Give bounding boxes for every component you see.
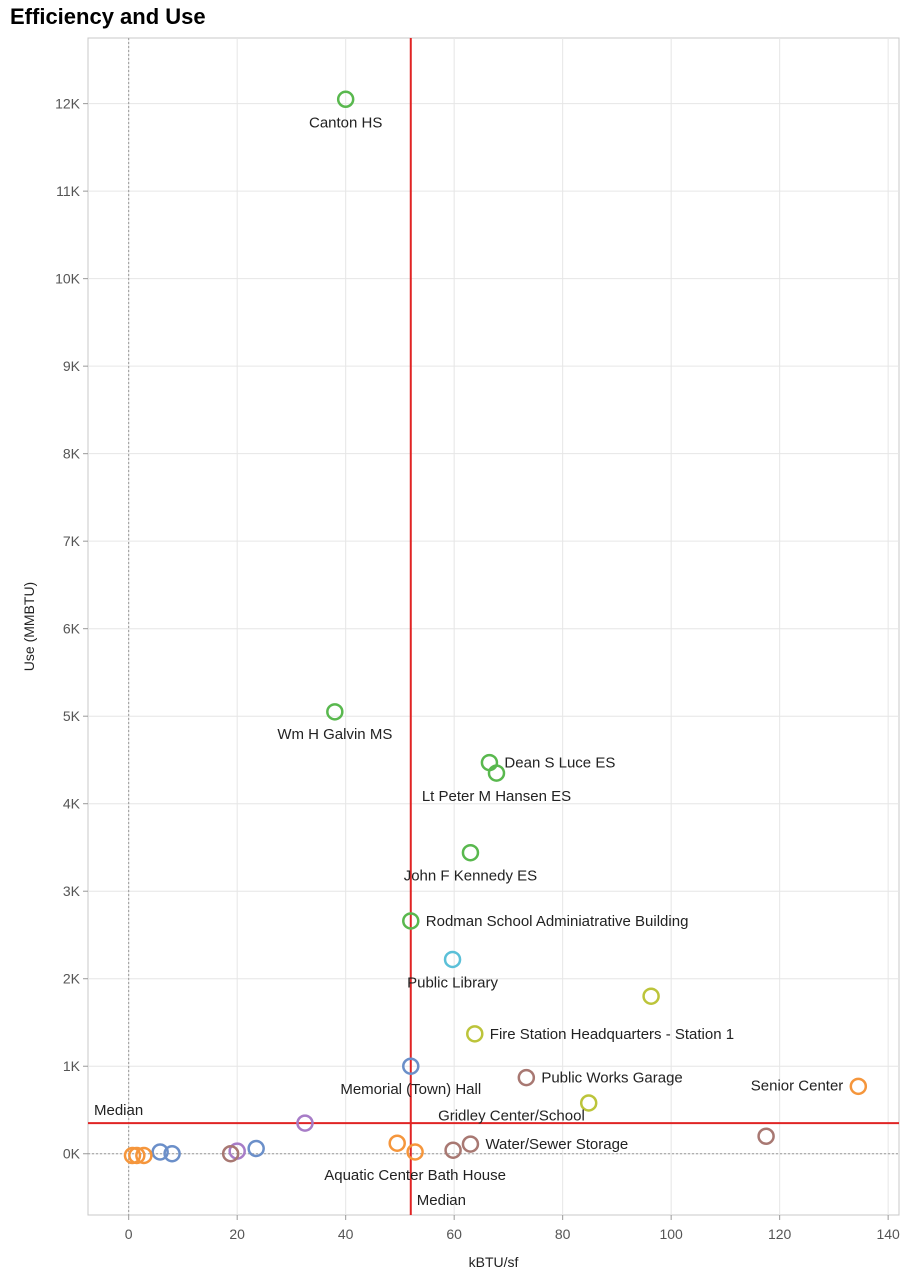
- y-tick-label: 0K: [63, 1146, 81, 1162]
- data-point: [388, 1134, 406, 1152]
- x-axis-title: kBTU/sf: [469, 1254, 519, 1270]
- data-point-label: Fire Station Headquarters - Station 1: [490, 1026, 734, 1043]
- y-tick-label: 10K: [55, 271, 81, 287]
- y-tick-label: 11K: [56, 183, 81, 199]
- data-point-label: John F Kennedy ES: [404, 868, 537, 885]
- data-point: [487, 764, 506, 782]
- data-point-label: Senior Center: [751, 1077, 844, 1094]
- data-point: [579, 1094, 598, 1112]
- data-point: [402, 1057, 420, 1075]
- data-point: [151, 1143, 169, 1161]
- y-tick-label: 6K: [63, 621, 81, 637]
- x-tick-label: 40: [338, 1226, 354, 1242]
- data-point: [443, 950, 462, 969]
- data-point: [849, 1077, 868, 1096]
- x-tick-label: 60: [446, 1226, 462, 1242]
- data-point-label: Aquatic Center Bath House: [324, 1167, 506, 1184]
- data-point: [444, 1141, 462, 1159]
- y-tick-label: 7K: [63, 533, 81, 549]
- chart-title: Efficiency and Use: [10, 4, 206, 29]
- data-point: [326, 703, 344, 721]
- plot-area: [87, 37, 900, 1216]
- data-point-label: Public Works Garage: [541, 1070, 682, 1087]
- data-point-label: Water/Sewer Storage: [485, 1136, 628, 1153]
- data-point: [163, 1144, 181, 1163]
- data-point: [461, 843, 480, 862]
- y-tick-label: 8K: [63, 446, 81, 462]
- y-median-label: Median: [94, 1102, 143, 1119]
- data-point: [406, 1143, 424, 1161]
- y-axis-title: Use (MMBTU): [21, 582, 37, 671]
- y-tick-label: 1K: [63, 1058, 81, 1074]
- x-tick-label: 140: [876, 1226, 900, 1242]
- y-tick-label: 5K: [63, 708, 81, 724]
- data-point: [402, 912, 420, 930]
- data-point-label: Wm H Galvin MS: [277, 726, 392, 743]
- data-point-label: Memorial (Town) Hall: [340, 1081, 481, 1098]
- data-point: [247, 1139, 265, 1158]
- data-point-label: Dean S Luce ES: [504, 755, 615, 772]
- data-point: [135, 1146, 153, 1165]
- data-point: [336, 90, 355, 109]
- data-point: [757, 1127, 775, 1145]
- x-tick-label: 80: [555, 1226, 571, 1242]
- data-point: [296, 1114, 314, 1132]
- data-point: [466, 1025, 484, 1043]
- data-point-label: Canton HS: [309, 114, 382, 131]
- y-tick-label: 2K: [63, 971, 81, 987]
- data-point: [517, 1068, 536, 1087]
- x-tick-label: 0: [125, 1226, 133, 1242]
- x-tick-label: 120: [768, 1226, 792, 1242]
- y-tick-label: 4K: [63, 796, 81, 812]
- y-tick-label: 3K: [63, 883, 81, 899]
- data-point: [461, 1135, 480, 1153]
- data-point-label: Gridley Center/School: [438, 1108, 585, 1125]
- data-point-label: Rodman School Adminiatrative Building: [426, 913, 689, 930]
- data-point: [221, 1144, 240, 1163]
- x-tick-label: 20: [229, 1226, 245, 1242]
- data-point-label: Lt Peter M Hansen ES: [422, 788, 571, 805]
- x-tick-label: 100: [659, 1226, 683, 1242]
- data-point: [123, 1146, 142, 1165]
- y-tick-label: 12K: [55, 96, 81, 112]
- data-point-label: Public Library: [407, 974, 498, 991]
- data-point: [642, 987, 660, 1005]
- y-tick-label: 9K: [63, 358, 81, 374]
- x-median-label: Median: [417, 1192, 466, 1209]
